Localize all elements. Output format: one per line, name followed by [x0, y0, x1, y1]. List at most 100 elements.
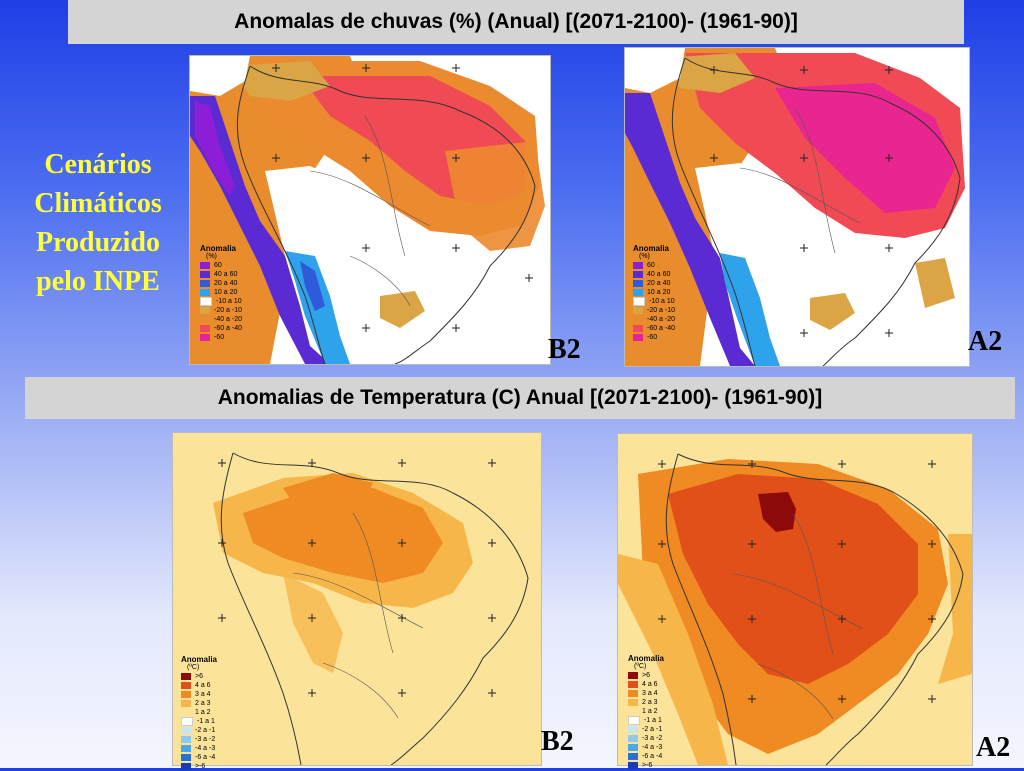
temperature-legend-b2-item: -6 a -4	[181, 753, 217, 762]
rain-legend-a2-label: 10 a 20	[647, 289, 671, 296]
rain-legend-a2-swatch	[633, 280, 643, 287]
temperature-legend-b2-swatch	[181, 673, 191, 680]
rain-legend-b2-item: 60	[200, 261, 242, 270]
scenario-label-temperature-a2: A2	[976, 732, 1011, 763]
rain-legend-b2-label: -20 a -10	[214, 307, 243, 314]
rain-legend-b2-item: -20 a -10	[200, 306, 242, 315]
temperature-legend-a2-label: -1 a 1	[644, 717, 662, 724]
scenario-label-temperature-b2: B2	[541, 726, 574, 757]
rain-legend-b2-item: -40 a -20	[200, 315, 242, 324]
temperature-legend-a2: Anomalia (ºC) >6 4 a 6 3 a 4 2 a 3 1 a 2 -1 a…	[628, 654, 664, 770]
rain-legend-a2-item: -60	[633, 333, 675, 342]
temperature-legend-b2-item: 1 a 2	[181, 708, 217, 717]
temperature-legend-b2-item: >-6	[181, 762, 217, 771]
temperature-legend-b2-swatch	[181, 736, 191, 743]
temperature-legend-b2-label: -3 a -2	[195, 736, 216, 743]
rain-legend-b2-swatch	[200, 325, 210, 332]
rain-legend-a2-swatch	[633, 307, 643, 314]
temperature-legend-a2-swatch	[628, 716, 640, 725]
temperature-legend-b2-item: 3 a 4	[181, 690, 217, 699]
temperature-legend-a2-label: 2 a 3	[642, 699, 658, 706]
temperature-legend-b2-swatch	[181, 763, 191, 770]
rain-map-b2-image	[190, 56, 550, 364]
rain-legend-b2-item: 10 a 20	[200, 288, 242, 297]
temperature-legend-a2-item: >6	[628, 671, 664, 680]
rain-legend-a2-label: -10 a 10	[649, 298, 675, 305]
rain-legend-a2: Anomalia (%) 60 40 a 60 20 a 40 10 a 20 -10 …	[633, 244, 675, 342]
rain-legend-b2-title: Anomalia	[200, 244, 237, 253]
rain-legend-a2-label: -60	[647, 334, 658, 341]
rain-legend-a2-swatch	[633, 289, 643, 296]
rain-legend-a2-unit: (%)	[639, 253, 650, 260]
temperature-legend-a2-item: 1 a 2	[628, 707, 664, 716]
rain-legend-b2-swatch	[200, 297, 212, 306]
temperature-legend-b2-swatch	[181, 709, 191, 716]
temperature-legend-b2-label: >-6	[195, 763, 206, 770]
temperature-legend-a2-item: -2 a -1	[628, 725, 664, 734]
rain-legend-b2-label: -40 a -20	[214, 316, 243, 323]
rain-map-b2: Anomalia (%) 60 40 a 60 20 a 40 10 a 20 -10 …	[189, 55, 551, 365]
temperature-legend-b2-item: >6	[181, 672, 217, 681]
rain-legend-b2-label: -60 a -40	[214, 325, 243, 332]
temperature-legend-b2-label: 2 a 3	[195, 700, 211, 707]
temperature-legend-a2-label: -3 a -2	[642, 735, 663, 742]
side-title-line-1: Cenários	[44, 149, 152, 180]
rain-legend-a2-item: 40 a 60	[633, 270, 675, 279]
temperature-legend-a2-item: -3 a -2	[628, 734, 664, 743]
temperature-legend-b2-item: -4 a -3	[181, 744, 217, 753]
temperature-legend-a2-swatch	[628, 726, 638, 733]
rain-legend-a2-label: 20 a 40	[647, 280, 671, 287]
temperature-legend-b2-label: -2 a -1	[195, 727, 216, 734]
rain-legend-a2-swatch	[633, 297, 645, 306]
temperature-legend-b2-label: -6 a -4	[195, 754, 216, 761]
side-title-line-3: Produzido	[36, 227, 160, 258]
rain-legend-b2-unit: (%)	[206, 253, 217, 260]
rain-legend-a2-item: 60	[633, 261, 675, 270]
rain-legend-b2-item: 40 a 60	[200, 270, 242, 279]
temperature-legend-a2-item: 4 a 6	[628, 680, 664, 689]
rain-legend-a2-label: 60	[647, 262, 655, 269]
temperature-legend-b2-swatch	[181, 691, 191, 698]
rain-legend-b2-swatch	[200, 334, 210, 341]
temperature-map-b2-image	[173, 433, 541, 765]
temperature-legend-b2-swatch	[181, 700, 191, 707]
rain-map-a2: Anomalia (%) 60 40 a 60 20 a 40 10 a 20 -10 …	[624, 47, 970, 367]
temperature-legend-a2-label: -2 a -1	[642, 726, 663, 733]
rain-legend-a2-label: -40 a -20	[647, 316, 676, 323]
rain-legend-a2-label: -60 a -40	[647, 325, 676, 332]
temperature-legend-b2-title: Anomalia	[181, 655, 218, 664]
temperature-legend-b2-swatch	[181, 682, 191, 689]
temperature-legend-a2-label: >6	[642, 672, 650, 679]
rain-legend-b2-label: 20 a 40	[214, 280, 238, 287]
temperature-legend-b2-label: -4 a -3	[195, 745, 216, 752]
temperature-legend-b2-label: -1 a 1	[197, 718, 215, 725]
temperature-legend-b2-item: -1 a 1	[181, 717, 217, 726]
rain-legend-a2-swatch	[633, 325, 643, 332]
rain-legend-a2-swatch	[633, 334, 643, 341]
temperature-legend-b2-swatch	[181, 745, 191, 752]
temperature-legend-a2-swatch	[628, 753, 638, 760]
temperature-legend-a2-label: >-6	[642, 762, 653, 769]
scenario-label-rain-b2: B2	[548, 334, 581, 365]
side-title-line-4: pelo INPE	[36, 266, 160, 297]
temperature-title-banner: Anomalias de Temperatura (C) Anual [(207…	[25, 377, 1015, 419]
rain-legend-a2-title: Anomalia	[633, 244, 670, 253]
rain-legend-b2-label: 40 a 60	[214, 271, 238, 278]
temperature-legend-a2-swatch	[628, 762, 638, 769]
rain-legend-b2-swatch	[200, 271, 210, 278]
rain-map-a2-image	[625, 48, 969, 366]
rain-title: Anomalas de chuvas (%) (Anual) [(2071-21…	[234, 10, 798, 33]
rain-legend-b2-swatch	[200, 289, 210, 296]
rain-legend-a2-swatch	[633, 316, 643, 323]
rain-legend-b2-item: 20 a 40	[200, 279, 242, 288]
rain-legend-a2-item: 10 a 20	[633, 288, 675, 297]
rain-legend-a2-item: -40 a -20	[633, 315, 675, 324]
temperature-legend-b2-item: 2 a 3	[181, 699, 217, 708]
temperature-legend-a2-title: Anomalia	[628, 654, 665, 663]
rain-legend-b2-label: 60	[214, 262, 222, 269]
temperature-legend-a2-label: -6 a -4	[642, 753, 663, 760]
temperature-map-b2: Anomalia (ºC) >6 4 a 6 3 a 4 2 a 3 1 a 2 -1 a…	[172, 432, 542, 770]
temperature-legend-a2-unit: (ºC)	[634, 663, 647, 670]
scenario-label-rain-a2: A2	[968, 326, 1003, 357]
rain-legend-a2-item: -10 a 10	[633, 297, 675, 306]
